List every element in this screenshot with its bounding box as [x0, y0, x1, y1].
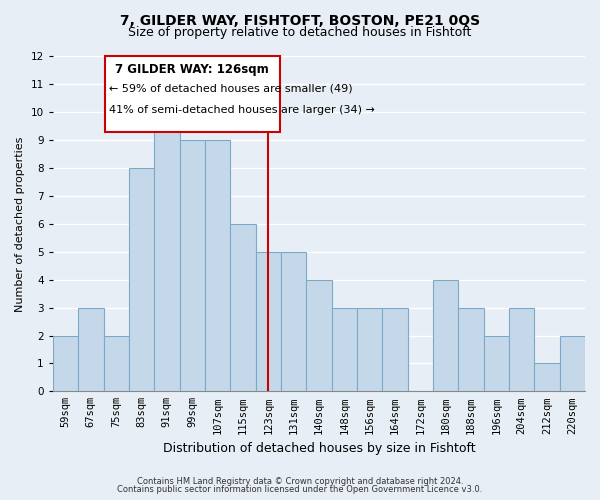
- FancyBboxPatch shape: [105, 56, 280, 132]
- Bar: [332, 308, 357, 392]
- Bar: [230, 224, 256, 392]
- Bar: [509, 308, 535, 392]
- Text: ← 59% of detached houses are smaller (49): ← 59% of detached houses are smaller (49…: [109, 84, 352, 94]
- Bar: [382, 308, 407, 392]
- Bar: [433, 280, 458, 392]
- Y-axis label: Number of detached properties: Number of detached properties: [15, 136, 25, 312]
- Text: 7, GILDER WAY, FISHTOFT, BOSTON, PE21 0QS: 7, GILDER WAY, FISHTOFT, BOSTON, PE21 0Q…: [120, 14, 480, 28]
- Bar: [281, 252, 306, 392]
- Bar: [458, 308, 484, 392]
- Bar: [560, 336, 585, 392]
- Bar: [357, 308, 382, 392]
- Text: Contains public sector information licensed under the Open Government Licence v3: Contains public sector information licen…: [118, 485, 482, 494]
- Bar: [129, 168, 154, 392]
- Text: 41% of semi-detached houses are larger (34) →: 41% of semi-detached houses are larger (…: [109, 104, 374, 115]
- Bar: [78, 308, 104, 392]
- Text: 7 GILDER WAY: 126sqm: 7 GILDER WAY: 126sqm: [115, 62, 269, 76]
- X-axis label: Distribution of detached houses by size in Fishtoft: Distribution of detached houses by size …: [163, 442, 475, 455]
- Bar: [179, 140, 205, 392]
- Bar: [535, 364, 560, 392]
- Bar: [104, 336, 129, 392]
- Bar: [484, 336, 509, 392]
- Bar: [256, 252, 281, 392]
- Text: Contains HM Land Registry data © Crown copyright and database right 2024.: Contains HM Land Registry data © Crown c…: [137, 477, 463, 486]
- Bar: [53, 336, 78, 392]
- Text: Size of property relative to detached houses in Fishtoft: Size of property relative to detached ho…: [128, 26, 472, 39]
- Bar: [154, 112, 179, 392]
- Bar: [205, 140, 230, 392]
- Bar: [306, 280, 332, 392]
